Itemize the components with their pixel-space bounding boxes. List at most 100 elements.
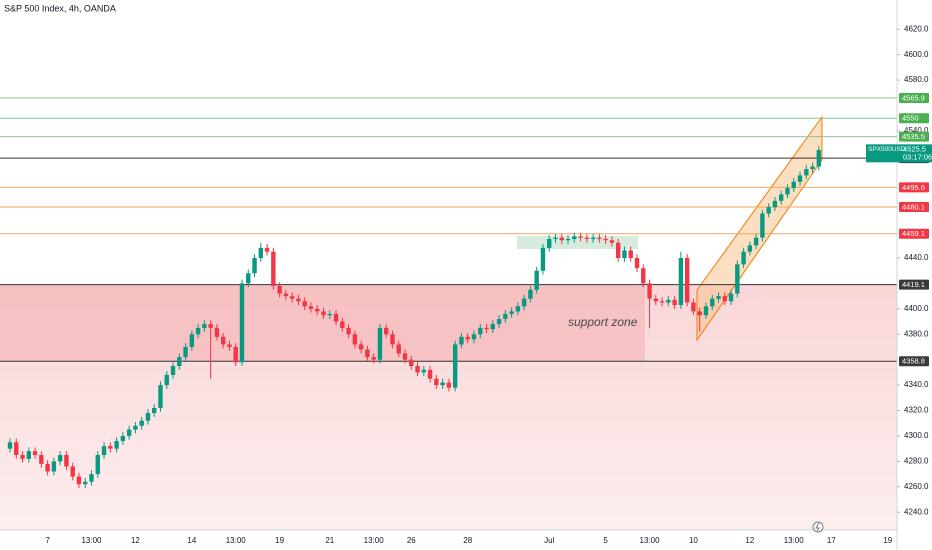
candle-body — [409, 359, 414, 367]
level-tag-label: 4565.9 — [902, 93, 925, 102]
candle-body — [195, 327, 201, 335]
candle-body — [365, 349, 370, 358]
x-tick-label: 14 — [187, 536, 196, 545]
x-tick-label: 19 — [275, 536, 284, 545]
candle-body — [346, 327, 351, 335]
candle-body — [528, 289, 533, 299]
level-tag-label: 4535.5 — [902, 132, 925, 141]
candle-body — [164, 374, 169, 386]
candle-body — [183, 346, 188, 358]
candle-body — [578, 236, 583, 238]
candle-body — [747, 245, 753, 252]
candle-body — [208, 324, 213, 328]
candle-body — [710, 298, 715, 307]
candle-body — [659, 301, 665, 303]
y-tick-label: 4580.0 — [904, 75, 929, 84]
x-tick-label: 19 — [883, 536, 892, 545]
level-tag — [899, 202, 929, 213]
support-zone-label: support zone — [568, 315, 638, 329]
candle-body — [283, 293, 289, 297]
candle-body — [7, 442, 13, 449]
candle-body — [572, 236, 577, 239]
candle-body — [459, 336, 464, 345]
candle-body — [741, 251, 746, 265]
candle-body — [271, 251, 276, 286]
y-tick-label: 4300.0 — [904, 431, 929, 440]
candle-body — [108, 446, 113, 449]
y-tick-label: 4400.0 — [904, 304, 929, 313]
axis-layer: 4240.0 4260.0 4280.0 4300.0 4320.0 4340.0 4380… — [45, 24, 932, 545]
candle-body — [810, 166, 815, 170]
candle-body — [158, 385, 163, 408]
level-tag-label: 4495.6 — [902, 183, 925, 192]
candle-body — [302, 301, 307, 307]
candle-body — [64, 455, 69, 467]
candle-body — [597, 237, 602, 239]
y-tick-label: 4600.0 — [904, 50, 929, 59]
level-tag-label: 4459.1 — [902, 229, 925, 238]
candle-body — [609, 240, 615, 243]
candle-body — [321, 311, 326, 316]
candle-body — [327, 313, 332, 316]
candle-body — [402, 353, 408, 360]
level-tag — [899, 182, 929, 193]
y-tick-label: 4620.0 — [904, 24, 929, 33]
candle-body — [584, 237, 590, 239]
candle-body — [478, 327, 483, 335]
candle-body — [377, 327, 383, 360]
candle-body — [559, 237, 564, 241]
candle-body — [14, 442, 19, 456]
candle-body — [189, 334, 195, 347]
chart-title: S&P 500 Index, 4h, OANDA — [4, 3, 116, 13]
candle-body — [114, 441, 119, 449]
candle-body — [678, 258, 684, 306]
x-tick-label: 13:00 — [640, 536, 661, 545]
x-tick-label: 13:00 — [226, 536, 247, 545]
y-tick-label: 4540.0 — [904, 126, 929, 135]
candle-body — [703, 306, 709, 316]
candle-body — [496, 319, 502, 325]
y-tick-label: 4380.0 — [904, 329, 929, 338]
candle-body — [95, 455, 100, 475]
x-tick-label: 28 — [463, 536, 472, 545]
candle-body — [465, 336, 470, 340]
candle-body — [722, 296, 727, 302]
candle-body — [735, 264, 740, 294]
y-tick-label: 4340.0 — [904, 380, 929, 389]
candle-body — [333, 313, 339, 322]
event-icon[interactable] — [812, 521, 824, 533]
candle-body — [534, 270, 539, 290]
candle-body — [697, 311, 702, 316]
candle-body — [57, 455, 63, 462]
candle-body — [340, 321, 345, 328]
event-icon-bolt — [815, 522, 820, 532]
last-price-label: 4525.5 — [903, 144, 926, 153]
x-tick-label: 12 — [745, 536, 754, 545]
candle-body — [26, 451, 32, 459]
candle-body — [390, 334, 395, 345]
x-tick-label: 26 — [407, 536, 416, 545]
level-tag-label: 4480.1 — [902, 203, 925, 212]
candle-body — [628, 250, 633, 259]
candle-body — [145, 413, 151, 421]
level-tag-label: 4550 — [902, 114, 919, 123]
candle-body — [804, 169, 809, 176]
candles-layer — [7, 146, 822, 489]
candle-body — [421, 369, 427, 373]
candle-body — [440, 382, 445, 386]
x-tick-label: 21 — [325, 536, 334, 545]
candle-body — [785, 188, 790, 195]
candle-body — [45, 463, 50, 472]
x-tick-label: 17 — [827, 536, 836, 545]
candle-body — [220, 336, 226, 345]
x-tick-label: 10 — [689, 536, 698, 545]
candle-body — [133, 425, 138, 430]
level-tag — [899, 356, 929, 367]
last-price-tag — [866, 144, 932, 163]
level-tag — [899, 279, 929, 290]
candle-body — [434, 378, 439, 386]
candle-body — [371, 357, 376, 360]
candle-body — [83, 481, 88, 485]
candle-body — [791, 181, 796, 189]
